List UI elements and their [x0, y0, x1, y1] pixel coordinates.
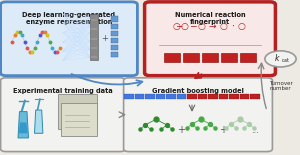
FancyBboxPatch shape — [1, 78, 125, 152]
FancyBboxPatch shape — [239, 53, 256, 62]
FancyBboxPatch shape — [221, 53, 237, 62]
Text: +: + — [102, 34, 108, 43]
Polygon shape — [19, 122, 28, 133]
Text: $\mathrm{cat}$: $\mathrm{cat}$ — [281, 55, 291, 64]
Text: Deep learning-generated
enzyme representation: Deep learning-generated enzyme represent… — [22, 12, 116, 25]
Polygon shape — [34, 110, 43, 133]
Text: Experimental training data: Experimental training data — [13, 88, 113, 94]
FancyBboxPatch shape — [250, 94, 260, 99]
Polygon shape — [18, 112, 28, 138]
FancyBboxPatch shape — [111, 16, 118, 22]
FancyBboxPatch shape — [124, 78, 272, 152]
Text: $k$: $k$ — [274, 52, 281, 63]
Text: +: + — [220, 125, 227, 135]
Text: Turnover
number: Turnover number — [268, 81, 292, 91]
FancyBboxPatch shape — [155, 94, 166, 99]
FancyBboxPatch shape — [111, 52, 118, 57]
Text: $\bigcirc\!\!\!\!-\!\!\!\!\bigcirc\!\!-\!\!\bigcirc\rightarrow\bigcirc\cdot\bigc: $\bigcirc\!\!\!\!-\!\!\!\!\bigcirc\!\!-\… — [172, 21, 248, 32]
FancyBboxPatch shape — [208, 94, 218, 99]
FancyBboxPatch shape — [111, 38, 118, 43]
Text: +: + — [178, 125, 185, 135]
FancyBboxPatch shape — [164, 53, 181, 62]
FancyBboxPatch shape — [145, 2, 275, 76]
FancyBboxPatch shape — [187, 94, 197, 99]
FancyBboxPatch shape — [111, 45, 118, 50]
FancyBboxPatch shape — [239, 94, 250, 99]
FancyBboxPatch shape — [197, 94, 208, 99]
Circle shape — [265, 51, 296, 67]
FancyBboxPatch shape — [218, 94, 229, 99]
FancyBboxPatch shape — [135, 94, 145, 99]
FancyBboxPatch shape — [58, 94, 98, 129]
Text: Numerical reaction
fingerprint: Numerical reaction fingerprint — [175, 12, 245, 25]
Text: Gradient boosting model: Gradient boosting model — [152, 88, 244, 94]
FancyBboxPatch shape — [202, 53, 218, 62]
FancyBboxPatch shape — [124, 94, 134, 99]
Text: ...: ... — [251, 126, 259, 135]
FancyBboxPatch shape — [111, 31, 118, 36]
FancyBboxPatch shape — [90, 14, 98, 60]
FancyBboxPatch shape — [166, 94, 176, 99]
FancyBboxPatch shape — [61, 103, 97, 136]
FancyBboxPatch shape — [111, 24, 118, 29]
FancyBboxPatch shape — [1, 2, 137, 76]
FancyBboxPatch shape — [176, 94, 187, 99]
FancyBboxPatch shape — [183, 53, 199, 62]
FancyBboxPatch shape — [229, 94, 239, 99]
FancyBboxPatch shape — [145, 94, 155, 99]
